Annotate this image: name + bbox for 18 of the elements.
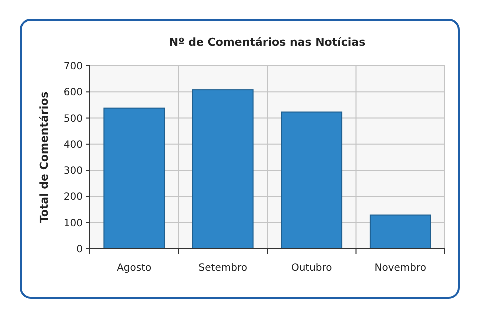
bar bbox=[104, 108, 166, 250]
x-tick-label: Setembro bbox=[198, 263, 248, 274]
y-tick-label: 200 bbox=[64, 192, 83, 204]
bar bbox=[370, 214, 432, 250]
x-tick-label: Outubro bbox=[291, 263, 332, 274]
y-tick-label: 600 bbox=[64, 88, 83, 99]
y-axis-title: Total de Comentários bbox=[38, 91, 51, 224]
y-tick-label: 0 bbox=[76, 244, 83, 256]
y-tick-label: 500 bbox=[64, 114, 83, 125]
y-tick-label: 700 bbox=[64, 62, 83, 72]
bar bbox=[192, 90, 254, 250]
x-tick-label: Agosto bbox=[117, 263, 152, 274]
x-tick-label: Novembro bbox=[374, 263, 427, 274]
chart-title: Nº de Comentários nas Notícias bbox=[169, 36, 366, 49]
y-tick-label: 100 bbox=[64, 218, 83, 230]
y-tick-label: 400 bbox=[64, 140, 83, 151]
bar bbox=[281, 112, 343, 250]
y-tick-label: 300 bbox=[64, 166, 83, 178]
